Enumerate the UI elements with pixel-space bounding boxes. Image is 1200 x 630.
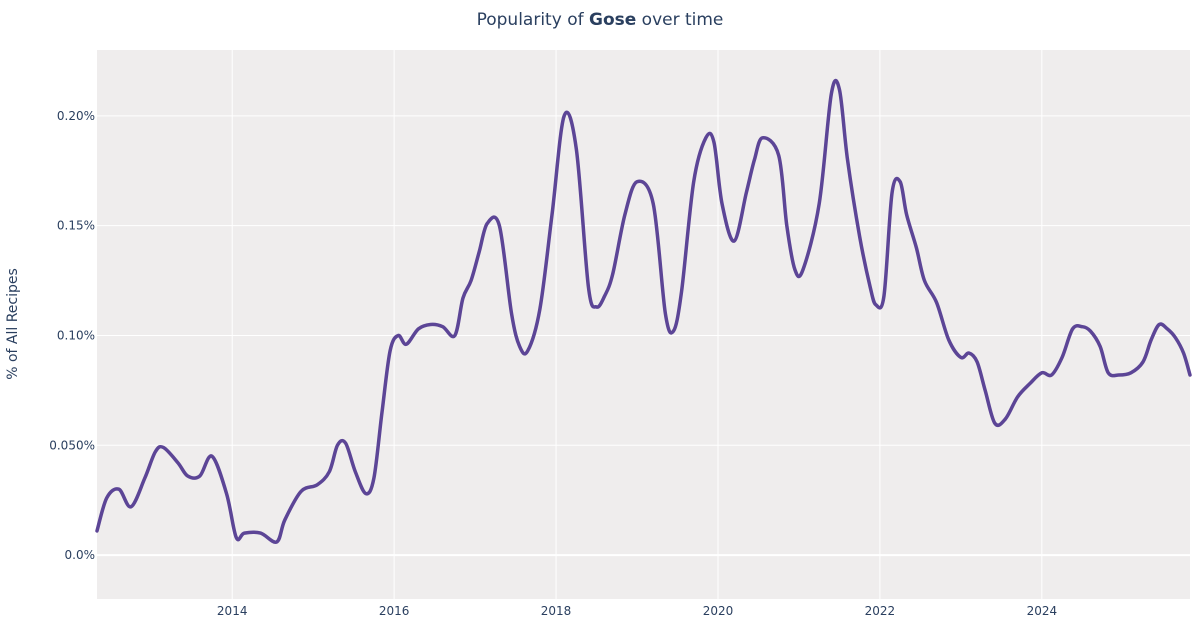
y-axis-ticks: 0.0% 0.050% 0.10% 0.15% 0.20% [49, 109, 95, 562]
series-layer [95, 78, 1192, 544]
chart-title-prefix: Popularity of [477, 10, 589, 30]
x-tick-label: 2020 [703, 604, 734, 618]
plot-area [97, 50, 1190, 599]
x-tick-label: 2016 [379, 604, 410, 618]
y-tick-label: 0.050% [49, 438, 95, 452]
y-tick-label: 0.0% [65, 548, 96, 562]
y-tick-label: 0.10% [57, 328, 95, 342]
x-gridlines [231, 50, 1043, 599]
x-tick-label: 2024 [1027, 604, 1058, 618]
chart-title: Popularity of Gose over time [477, 10, 724, 30]
x-axis-ticks: 2014 2016 2018 2020 2022 2024 [217, 604, 1057, 618]
series-line-gose[interactable] [95, 78, 1192, 544]
y-tick-label: 0.15% [57, 219, 95, 233]
y-tick-label: 0.20% [57, 109, 95, 123]
y-gridlines [97, 115, 1190, 557]
x-tick-label: 2018 [541, 604, 572, 618]
x-tick-label: 2022 [865, 604, 896, 618]
y-axis-title: % of All Recipes [5, 268, 21, 380]
chart-title-subject: Gose [589, 10, 636, 30]
chart-title-suffix: over time [636, 10, 723, 30]
x-tick-label: 2014 [217, 604, 248, 618]
